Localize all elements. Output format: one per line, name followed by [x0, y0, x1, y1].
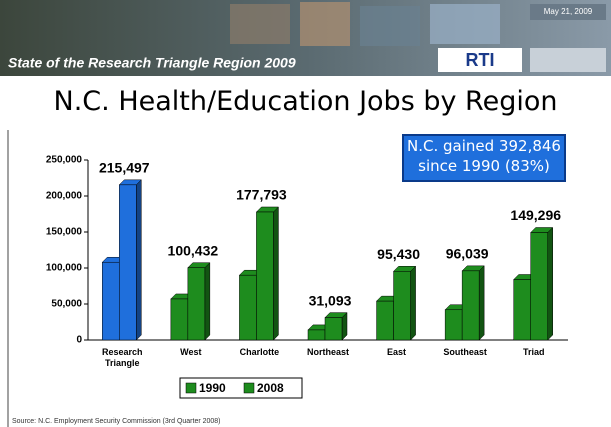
- bar-front: [393, 271, 411, 341]
- x-tick-label: East: [387, 347, 407, 357]
- y-tick-label: 150,000: [46, 227, 83, 238]
- bar-side: [136, 179, 142, 341]
- bar-side: [478, 265, 485, 341]
- x-tick-label: Triad: [522, 347, 545, 357]
- bar-front: [376, 300, 394, 341]
- bar-front: [513, 279, 531, 341]
- bar-front: [187, 267, 206, 341]
- source: Source: N.C. Employment Security Commiss…: [12, 418, 221, 425]
- bar: [255, 206, 280, 341]
- x-tick-label: Northeast: [306, 347, 349, 357]
- bar: [461, 265, 485, 341]
- bar-front: [256, 211, 274, 341]
- header-photo: [360, 6, 420, 46]
- bar-front: [530, 232, 548, 341]
- header-photo: [300, 2, 350, 46]
- bar-side: [410, 265, 416, 341]
- bar-front: [170, 298, 189, 341]
- bar-front: [444, 309, 463, 341]
- bar-front: [307, 329, 326, 341]
- logo-mark: [530, 48, 606, 72]
- y-tick-label: 50,000: [51, 299, 82, 310]
- x-tick-label: West: [180, 347, 202, 357]
- bar: [392, 265, 417, 341]
- y-tick-label: 100,000: [46, 263, 83, 274]
- value-label: 100,432: [168, 242, 219, 258]
- bar-side: [204, 262, 211, 341]
- value-label: 95,430: [377, 246, 420, 262]
- bar-front: [102, 261, 120, 341]
- bar: [187, 262, 211, 341]
- bar-front: [324, 317, 343, 341]
- bar-side: [547, 226, 553, 341]
- chart-title: N.C. Health/Education Jobs by Region: [53, 86, 558, 117]
- logo-box: [438, 48, 522, 72]
- value-label: 215,497: [99, 160, 150, 176]
- header-photo: [230, 4, 290, 44]
- value-label: 149,296: [510, 207, 561, 223]
- bar: [530, 226, 554, 341]
- legend-label: 1990: [199, 381, 226, 395]
- value-label: 96,039: [446, 246, 489, 262]
- y-tick-label: 250,000: [46, 155, 83, 166]
- bar: [324, 312, 348, 341]
- x-tick-label: Research Triangle: [102, 347, 143, 368]
- legend-swatch: [243, 382, 255, 394]
- value-label: 177,793: [236, 187, 287, 203]
- legend-label: 2008: [257, 381, 284, 395]
- x-tick-label: Southeast: [443, 347, 487, 357]
- header-photo: [430, 4, 500, 44]
- header-date: May 21, 2009: [544, 7, 593, 16]
- x-tick-label: Charlotte: [239, 347, 280, 357]
- bar-front: [461, 270, 480, 341]
- y-tick-label: 200,000: [46, 191, 83, 202]
- bar-front: [239, 274, 257, 341]
- bar-side: [273, 206, 279, 341]
- y-tick-label: 0: [76, 335, 82, 346]
- bar: [118, 179, 142, 341]
- legend-swatch: [185, 382, 197, 394]
- annotation: N.C. gained 392,846 since 1990 (83%): [402, 134, 566, 182]
- date-box: [530, 4, 606, 20]
- legend-box: [179, 377, 303, 399]
- value-label: 31,093: [309, 292, 352, 308]
- logo: RTI: [466, 50, 495, 70]
- bar-front: [119, 184, 137, 341]
- header-title: State of the Research Triangle Region 20…: [8, 55, 296, 71]
